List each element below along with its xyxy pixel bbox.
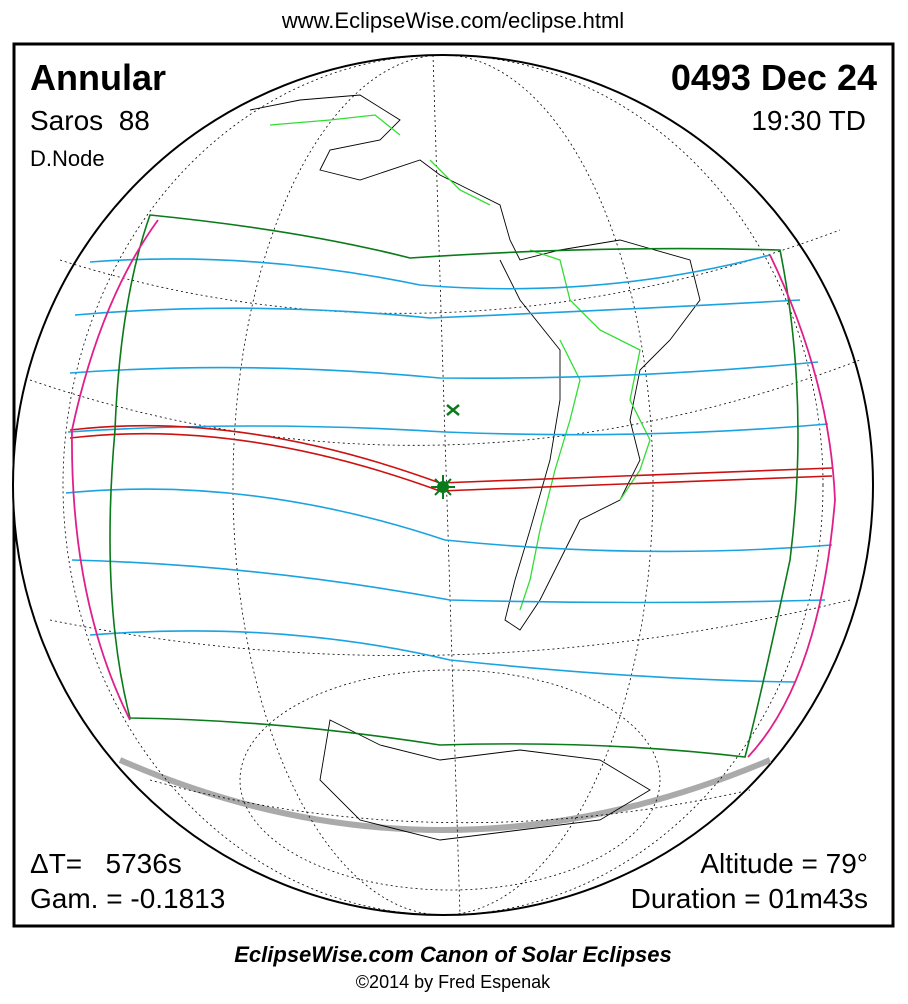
saros: Saros 88 xyxy=(30,105,150,136)
eclipse-type: Annular xyxy=(30,57,166,98)
date: 0493 Dec 24 xyxy=(671,57,877,98)
duration: Duration = 01m43s xyxy=(631,883,868,914)
footer-title: EclipseWise.com Canon of Solar Eclipses xyxy=(234,942,672,967)
altitude: Altitude = 79° xyxy=(700,848,868,879)
footer-credit: ©2014 by Fred Espenak xyxy=(356,972,551,992)
gamma: Gam. = -0.1813 xyxy=(30,883,225,914)
node: D.Node xyxy=(30,146,105,171)
globe xyxy=(12,54,874,916)
delta-t: ΔT= 5736s xyxy=(30,848,182,879)
header-url: www.EclipseWise.com/eclipse.html xyxy=(281,8,624,33)
time: 19:30 TD xyxy=(751,105,866,136)
